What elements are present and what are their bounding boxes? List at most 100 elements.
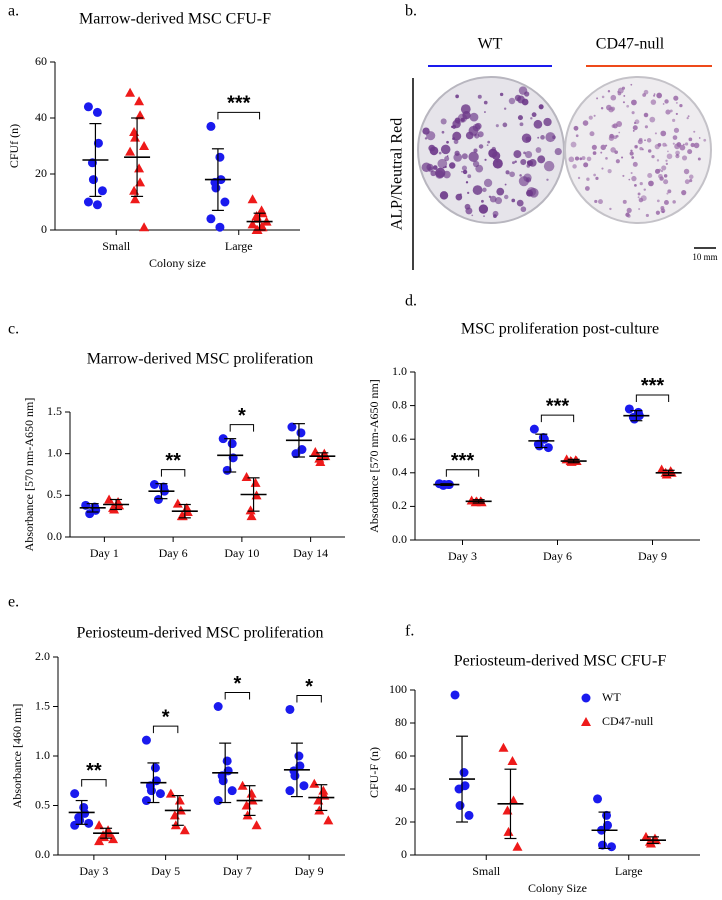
y-tick-label: 100 (389, 682, 407, 696)
y-axis-title: CFUf (n) (7, 124, 21, 168)
data-point (291, 449, 301, 459)
x-tick-label: Day 14 (293, 546, 328, 560)
data-point (246, 788, 257, 798)
y-axis-title: Absorbance [570 nm-A650 nm] (367, 379, 381, 533)
colony (630, 171, 633, 175)
colony (613, 135, 618, 140)
data-point (153, 495, 163, 504)
data-point (135, 110, 146, 120)
chart-title: Periosteum-derived MSC proliferation (76, 625, 323, 642)
colony (648, 180, 654, 187)
colony (687, 149, 693, 155)
legend-marker (581, 717, 591, 726)
y-tick-label: 20 (35, 166, 47, 180)
colony (664, 99, 669, 104)
significance-stars: *** (451, 450, 475, 472)
colony (615, 159, 620, 164)
colony (513, 150, 522, 159)
data-point (529, 424, 539, 434)
colony (526, 189, 533, 197)
data-point (141, 796, 151, 806)
colony (502, 122, 508, 128)
colony (468, 125, 479, 136)
y-tick-label: 0.5 (47, 487, 62, 501)
colony (521, 133, 532, 144)
colony (514, 160, 517, 163)
colony (461, 170, 463, 173)
colony (446, 140, 449, 144)
colony (655, 210, 660, 215)
colony (681, 155, 688, 161)
colony (508, 97, 516, 105)
colony (666, 192, 669, 195)
colony (453, 153, 463, 162)
x-tick-label: Small (472, 864, 501, 878)
colony (462, 169, 468, 175)
data-point (222, 756, 232, 766)
colony (519, 174, 522, 177)
culture-well (564, 76, 712, 224)
colony (452, 131, 462, 141)
y-tick-label: 0.5 (35, 797, 50, 811)
data-point (84, 818, 94, 828)
x-axis-title: Colony size (149, 256, 206, 270)
data-point (607, 842, 617, 852)
colony (646, 138, 652, 143)
colony (609, 207, 612, 211)
scale-label: 10 mm (692, 252, 717, 262)
colony (530, 117, 533, 120)
colony (634, 119, 640, 125)
panel-label: b. (405, 3, 417, 20)
colony (439, 191, 449, 200)
colony (554, 147, 562, 156)
colony (672, 135, 678, 140)
colony (455, 193, 463, 201)
colony (535, 147, 542, 153)
significance-bracket (160, 469, 186, 477)
colony (503, 107, 507, 110)
colony (665, 159, 668, 162)
y-tick-label: 1.5 (47, 404, 62, 418)
colony (656, 199, 660, 203)
colony (697, 157, 701, 161)
colony (432, 165, 438, 170)
colony (605, 157, 608, 160)
colony (552, 135, 556, 140)
data-point (125, 146, 136, 156)
significance-bracket (635, 394, 670, 402)
x-axis-title: Colony Size (528, 881, 587, 895)
data-point (206, 214, 216, 224)
y-tick-label: 0 (41, 222, 47, 236)
colony (486, 144, 489, 146)
data-point (213, 702, 223, 711)
panel-label: a. (8, 3, 19, 20)
colony (667, 150, 669, 153)
colony (627, 214, 631, 218)
colony (638, 208, 641, 211)
colony (589, 131, 595, 137)
data-point (130, 194, 141, 204)
colony (649, 116, 656, 123)
data-point (534, 441, 544, 451)
colony (683, 143, 685, 146)
colony (593, 173, 596, 177)
significance-stars: *** (546, 395, 570, 417)
colony (631, 156, 635, 159)
y-tick-label: 0.0 (47, 529, 62, 543)
data-point (220, 197, 230, 207)
colony (484, 158, 487, 161)
data-point (309, 778, 320, 788)
colony (441, 130, 445, 134)
colony (478, 144, 484, 149)
colony (674, 143, 680, 150)
data-point (250, 477, 261, 487)
colony (491, 146, 496, 152)
colony (684, 179, 690, 185)
x-tick-label: Day 6 (543, 549, 572, 563)
y-tick-label: 0 (401, 847, 407, 861)
colony (637, 196, 640, 199)
colony (496, 160, 499, 163)
panel-label: c. (8, 321, 19, 338)
significance-stars: * (162, 706, 170, 728)
colony (618, 131, 621, 134)
